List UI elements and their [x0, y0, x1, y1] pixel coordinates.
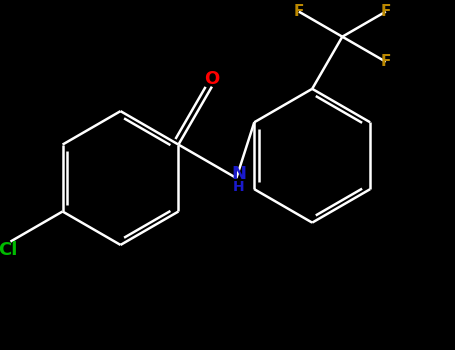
- Text: O: O: [204, 70, 219, 88]
- Text: F: F: [380, 54, 391, 69]
- Text: F: F: [380, 4, 391, 19]
- Text: N: N: [231, 164, 246, 183]
- Text: F: F: [293, 4, 304, 19]
- Text: H: H: [233, 180, 244, 194]
- Text: Cl: Cl: [0, 240, 18, 259]
